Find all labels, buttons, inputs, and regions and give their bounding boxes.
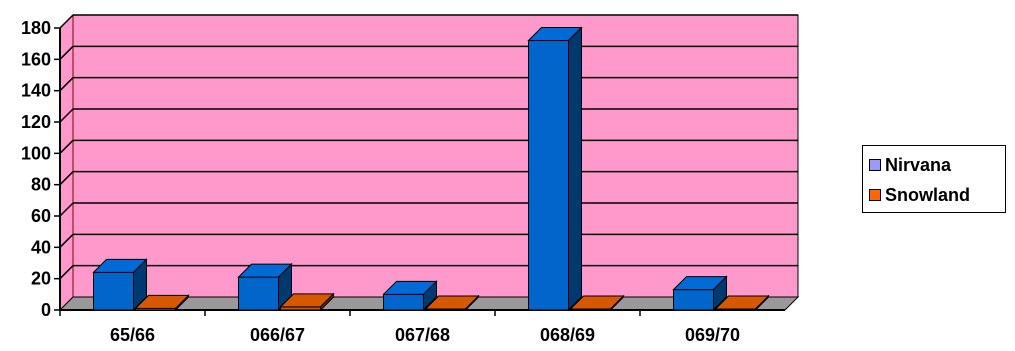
x-axis-ticks: 65/66 066/67 067/68 068/69 069/70: [59, 310, 740, 345]
gridlines: [59, 14, 798, 280]
bar: [527, 26, 583, 312]
gridline-side: [59, 108, 74, 123]
legend: Nirvana Snowland: [862, 145, 1006, 213]
y-tick-label: 100: [21, 143, 51, 163]
bar: [92, 258, 148, 312]
gridline-side: [59, 202, 74, 217]
legend-item-snowland: Snowland: [869, 186, 970, 204]
y-tick-label: 140: [21, 81, 51, 101]
bar-side: [175, 294, 189, 312]
plot-walls: [58, 13, 800, 312]
bars: [92, 26, 770, 312]
legend-item-nirvana: Nirvana: [869, 156, 951, 174]
y-tick-label: 20: [31, 269, 51, 289]
legend-label-nirvana: Nirvana: [885, 155, 952, 175]
back-wall: [72, 14, 799, 298]
bar: [237, 262, 293, 312]
bar-side: [755, 294, 769, 312]
y-tick-label: 60: [31, 206, 51, 226]
side-wall: [59, 13, 74, 312]
y-tick-label: 80: [31, 175, 51, 195]
y-tick-label: 40: [31, 237, 51, 257]
bar: [382, 280, 438, 312]
x-tick-label: 067/68: [395, 325, 450, 345]
legend-swatch-snowland: [869, 189, 881, 201]
y-axis-ticks: 0 20 40 60 80 100 120 140 160 180: [21, 18, 60, 320]
bar: [424, 294, 480, 312]
gridline-side: [59, 45, 74, 60]
bar: [279, 292, 335, 312]
x-tick-label: 069/70: [685, 325, 740, 345]
y-tick-label: 180: [21, 18, 51, 38]
bar: [714, 294, 770, 312]
bar-front: [238, 276, 279, 311]
bar-front: [383, 293, 424, 311]
y-tick-label: 160: [21, 49, 51, 69]
bar-side: [465, 294, 479, 312]
bar-front: [673, 289, 714, 311]
x-tick-label: 65/66: [110, 325, 155, 345]
gridline-side: [59, 265, 74, 280]
bar-side: [610, 294, 624, 312]
bar: [569, 294, 625, 312]
y-tick-label: 120: [21, 112, 51, 132]
bar-side: [320, 292, 334, 312]
bar-side: [568, 26, 582, 312]
bar-side: [713, 275, 727, 312]
gridline-side: [59, 139, 74, 154]
gridline-side: [59, 14, 74, 29]
bar-front: [528, 40, 569, 311]
y-tick-label: 0: [41, 300, 51, 320]
legend-label-snowland: Snowland: [885, 185, 970, 205]
bar-front: [93, 271, 134, 311]
bar: [134, 294, 190, 312]
x-tick-label: 066/67: [250, 325, 305, 345]
legend-swatch-nirvana: [869, 159, 881, 171]
x-tick-label: 068/69: [540, 325, 595, 345]
gridline-side: [59, 233, 74, 248]
gridline-side: [59, 171, 74, 186]
bar: [672, 275, 728, 312]
bar-side: [423, 280, 437, 312]
gridline-side: [59, 77, 74, 92]
